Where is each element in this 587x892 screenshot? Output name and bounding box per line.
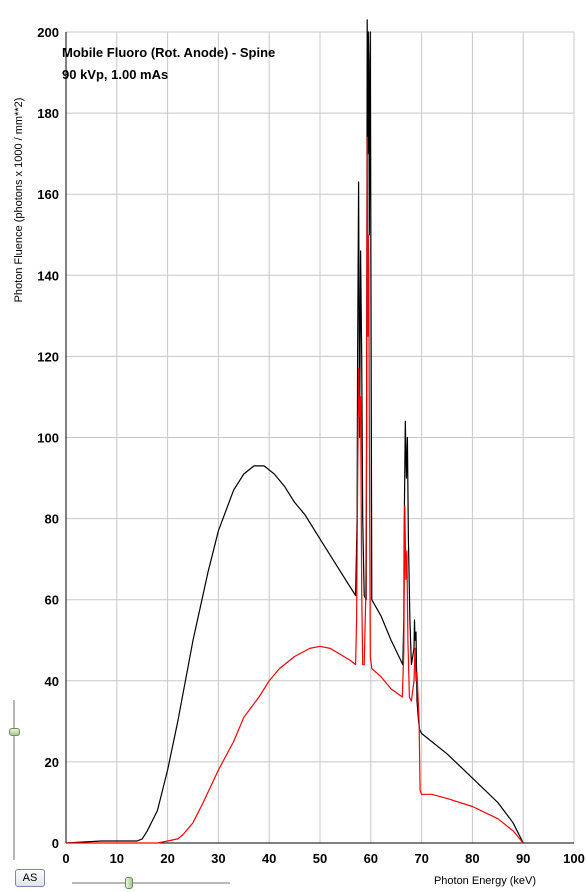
as-button[interactable]: AS: [15, 869, 45, 887]
x-tick-label: 70: [414, 851, 428, 866]
y-tick-label: 180: [37, 106, 59, 121]
y-tick-label: 80: [45, 512, 59, 527]
x-tick-label: 50: [313, 851, 327, 866]
chart-title: Mobile Fluoro (Rot. Anode) - Spine: [62, 45, 275, 60]
series-line-1: [65, 19, 524, 844]
x-tick-label: 10: [110, 851, 124, 866]
x-tick-label: 20: [160, 851, 174, 866]
y-tick-label: 60: [45, 593, 59, 608]
y-tick-label: 120: [37, 349, 59, 364]
y-axis-title: Photon Fluence (photons x 1000 / mm**2): [13, 98, 25, 303]
horizontal-slider-thumb[interactable]: [125, 877, 133, 889]
y-tick-label: 100: [37, 431, 59, 446]
x-tick-label: 40: [262, 851, 276, 866]
series-line-2: [66, 136, 524, 844]
grid-lines: [65, 31, 575, 844]
y-tick-label: 160: [37, 187, 59, 202]
chart-subtitle: 90 kVp, 1.00 mAs: [62, 67, 168, 82]
y-tick-label: 20: [45, 755, 59, 770]
x-tick-label: 60: [364, 851, 378, 866]
x-tick-label: 90: [516, 851, 530, 866]
y-tick-label: 200: [37, 25, 59, 40]
tick-labels: 0 10 20 30 40 50 60 70 80 90 100 0 20 40 60 80 100 120 140…: [37, 25, 585, 866]
vertical-slider-thumb[interactable]: [9, 728, 20, 736]
series-layer: [65, 19, 524, 844]
vertical-slider-track[interactable]: [13, 700, 16, 860]
horizontal-slider-track[interactable]: [72, 882, 230, 885]
x-tick-label: 80: [465, 851, 479, 866]
x-tick-label: 30: [211, 851, 225, 866]
x-tick-label: 100: [563, 851, 585, 866]
y-tick-label: 140: [37, 268, 59, 283]
y-tick-label: 40: [45, 674, 59, 689]
x-axis-title: Photon Energy (keV): [434, 875, 536, 887]
y-tick-label: 0: [52, 836, 59, 851]
x-tick-label: 0: [62, 851, 69, 866]
